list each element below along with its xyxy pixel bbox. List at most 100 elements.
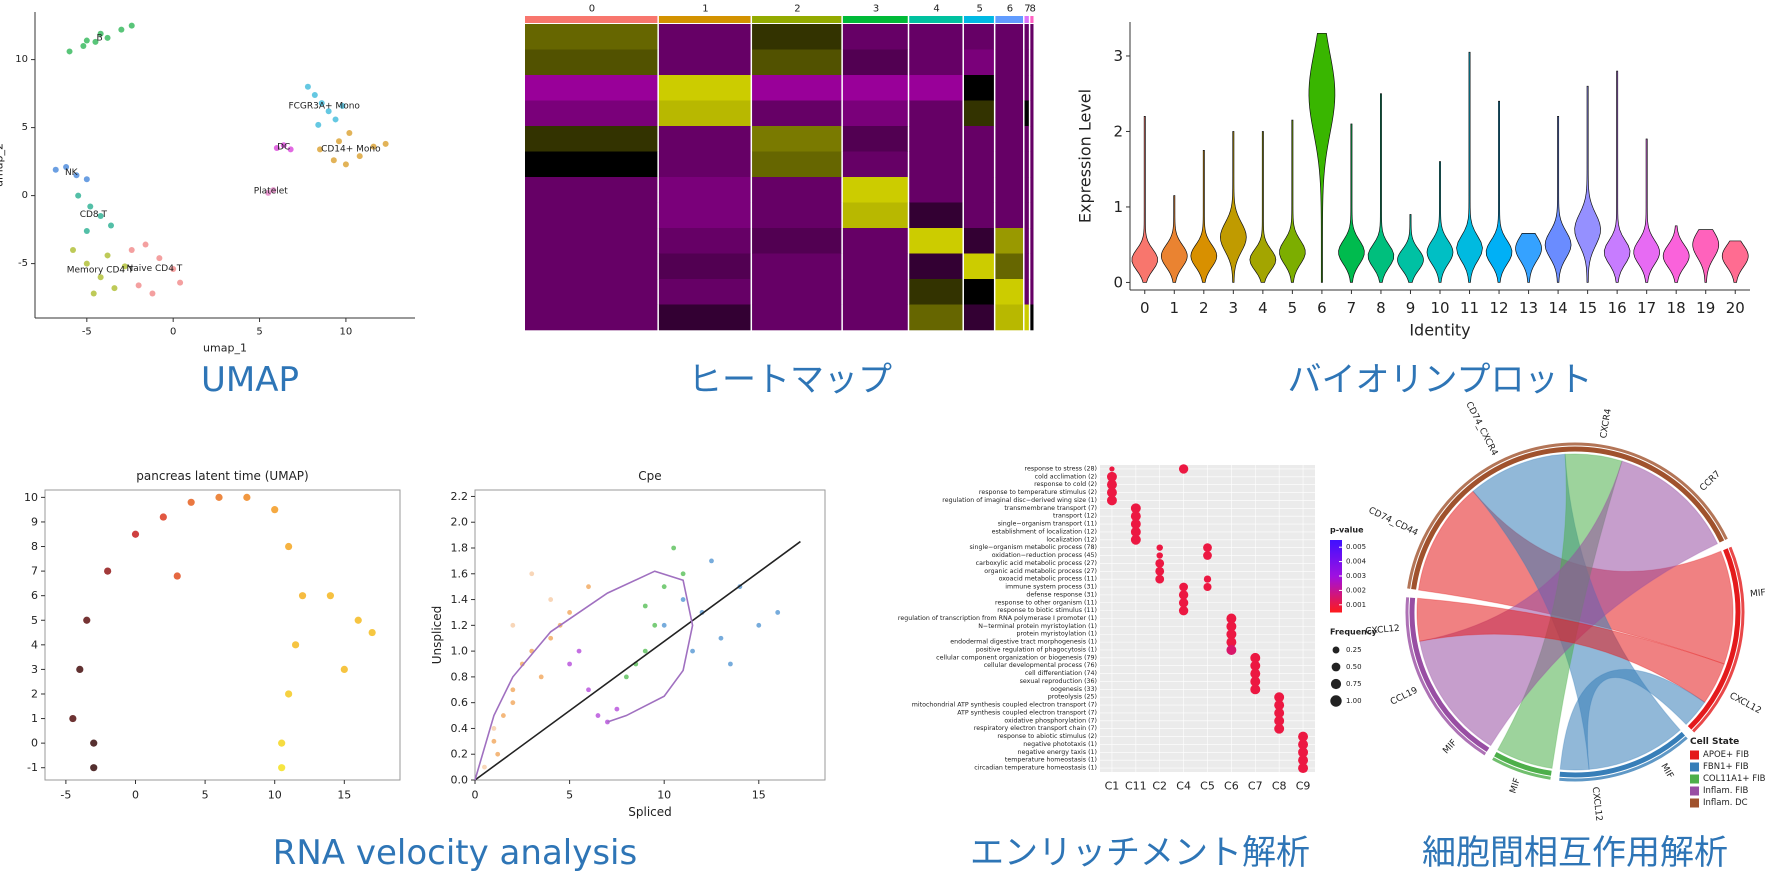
y-tick-label: 1 <box>1113 198 1123 216</box>
heat-cell <box>658 75 751 101</box>
point <box>291 641 300 649</box>
violin <box>1190 149 1218 283</box>
term-label: oxoacid metabolic process (11) <box>999 576 1097 583</box>
heat-cell <box>752 177 842 203</box>
point <box>482 764 487 770</box>
point <box>97 30 104 37</box>
point <box>538 674 544 680</box>
ribbon <box>1419 460 1719 747</box>
point <box>586 687 591 693</box>
point <box>356 153 363 160</box>
point <box>500 713 506 718</box>
point <box>149 290 156 297</box>
column-label: C4 <box>1176 780 1191 793</box>
heat-cell <box>909 253 963 280</box>
sector-label: CXCL12 <box>1590 786 1604 821</box>
fit-line <box>474 540 801 781</box>
heat-cell <box>1030 75 1034 101</box>
heat-cell <box>842 75 908 101</box>
term-label: cold acclimation (2) <box>1035 473 1097 480</box>
point <box>370 143 377 150</box>
x-tick-label: 1 <box>1170 299 1180 317</box>
y-tick-label: 10 <box>24 491 38 504</box>
term-label: N−terminal protein myristoylation (1) <box>978 623 1097 630</box>
dot <box>1226 613 1237 624</box>
sector-arc <box>1687 548 1741 730</box>
heat-cell <box>525 75 658 101</box>
colorbar-step <box>1330 556 1342 559</box>
plot-frame <box>474 489 826 781</box>
chart-title: Cpe <box>638 469 661 483</box>
column-header <box>752 16 842 23</box>
point <box>104 567 112 575</box>
point <box>775 610 781 615</box>
violin <box>1574 85 1601 283</box>
x-tick-label: 10 <box>1430 299 1449 317</box>
size-label: 1.00 <box>1346 697 1362 705</box>
sector-label: CXCL12 <box>1365 624 1400 637</box>
heat-cell <box>995 228 1024 254</box>
dot <box>1226 645 1237 655</box>
x-tick-label: -5 <box>60 788 71 801</box>
chart-title: pancreas latent time (UMAP) <box>136 469 308 483</box>
dot <box>1106 479 1117 490</box>
point <box>83 260 90 267</box>
point <box>187 498 195 506</box>
point <box>330 157 337 164</box>
violin <box>1662 225 1690 283</box>
colorbar-label: 0.001 <box>1346 601 1366 609</box>
dot <box>1156 544 1163 551</box>
x-tick-label: 12 <box>1490 299 1509 317</box>
point <box>652 622 658 628</box>
dot <box>1178 464 1189 474</box>
heat-cell <box>963 151 994 178</box>
y-tick-label: 0.8 <box>451 670 469 683</box>
point <box>586 584 591 590</box>
colorbar-step <box>1330 588 1342 591</box>
heat-cell <box>525 24 658 50</box>
x-tick-label: 5 <box>1288 299 1298 317</box>
x-tick-label: 14 <box>1549 299 1568 317</box>
sector-arc-outer <box>1407 442 1728 589</box>
x-tick-label: 7 <box>1347 299 1357 317</box>
colorbar-step <box>1330 586 1342 589</box>
heat-cell <box>1030 100 1034 127</box>
sector-arc <box>1559 731 1686 778</box>
heat-cell <box>963 24 994 50</box>
heat-cell <box>842 126 908 152</box>
point <box>73 172 80 179</box>
violin <box>1603 70 1631 283</box>
fit-line <box>474 570 694 781</box>
heat-cell <box>909 100 963 127</box>
dot <box>1274 715 1285 726</box>
heat-cell <box>842 279 908 305</box>
heat-cell <box>752 151 842 178</box>
legend-label: Inflam. DC <box>1703 798 1748 808</box>
heat-cell <box>1024 177 1029 203</box>
y-tick-label: 10 <box>15 54 28 65</box>
sector-label: MIF <box>1658 762 1674 781</box>
term-label: immune system process (31) <box>1005 584 1097 591</box>
heat-cell <box>1030 177 1034 203</box>
heat-cell <box>995 151 1024 178</box>
colorbar-step <box>1330 576 1342 579</box>
cluster-label: B <box>96 33 102 43</box>
term-label: defense response (31) <box>1026 591 1097 598</box>
y-tick-label: 0 <box>1113 273 1123 291</box>
heat-cell <box>995 202 1024 229</box>
term-label: cellular developmental process (76) <box>984 662 1097 669</box>
heat-cell <box>525 151 658 178</box>
term-label: response to other organism (11) <box>995 599 1097 606</box>
size-key <box>1330 678 1342 690</box>
heat-cell <box>1024 253 1029 280</box>
point <box>83 176 90 183</box>
colorbar-step <box>1330 570 1342 573</box>
sector-arc-outer <box>1692 546 1745 733</box>
point <box>342 161 349 168</box>
point <box>278 764 286 772</box>
x-tick-label: 15 <box>337 788 351 801</box>
heat-cell <box>909 24 963 50</box>
heat-cell <box>963 126 994 152</box>
point <box>680 571 686 577</box>
x-tick-label: 16 <box>1608 299 1627 317</box>
